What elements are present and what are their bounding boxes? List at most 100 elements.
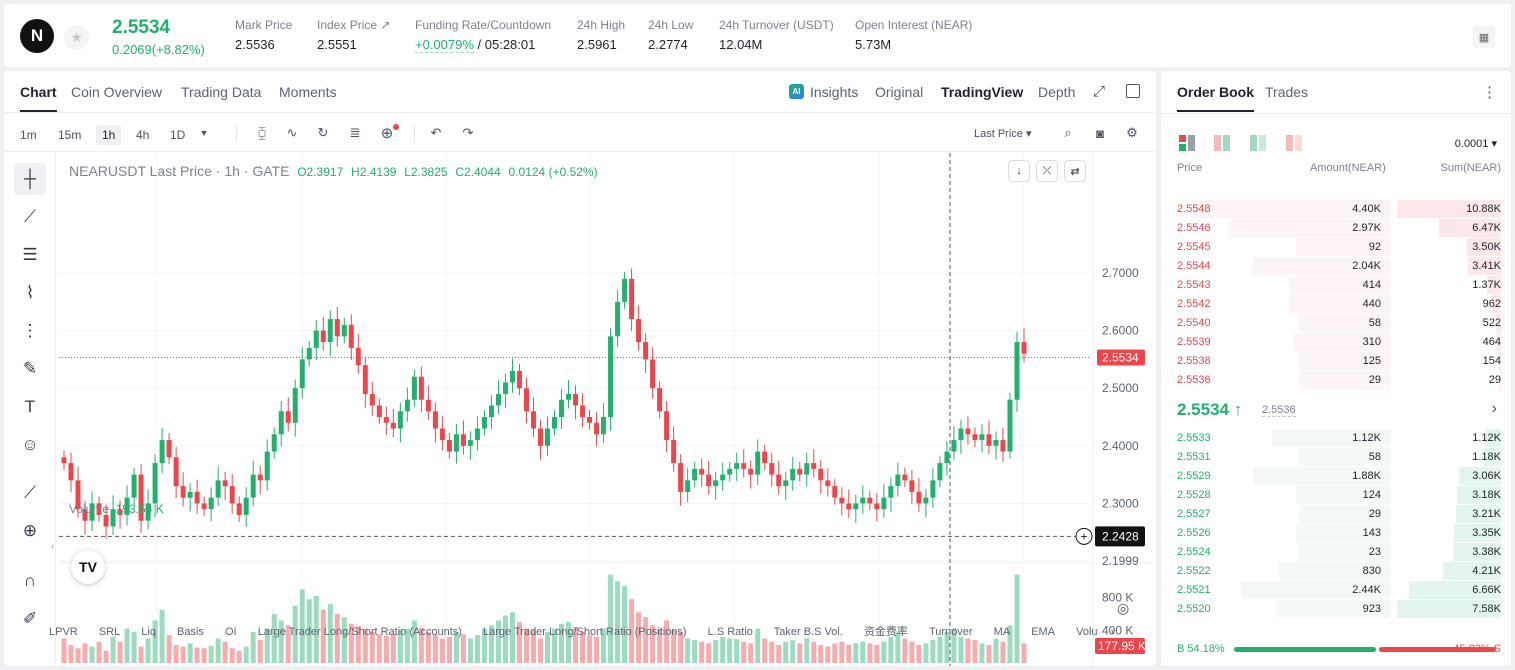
indicator-item[interactable]: 资金费率 <box>863 626 908 638</box>
tab-tradingview[interactable]: TradingView <box>941 84 1024 100</box>
indicator-item[interactable]: SRL <box>98 626 121 638</box>
interval-15m[interactable]: 15m <box>58 128 82 142</box>
horizontal-lines-tool-icon[interactable]: ☰ <box>22 245 38 264</box>
search-icon[interactable]: ⌕ <box>1064 125 1072 140</box>
redo-icon[interactable]: ↷ <box>462 125 474 140</box>
ticker-header: N ★ 2.5534 0.2069(+8.82%) Mark Price 2.5… <box>4 4 1511 67</box>
ask-row[interactable]: 2.5536 29 29 <box>1171 371 1501 390</box>
ruler-tool-icon[interactable]: ⟋ <box>24 483 36 502</box>
fib-tool-icon[interactable]: ⋮ <box>21 321 39 340</box>
refresh-icon[interactable]: ↻ <box>317 125 329 140</box>
fullscreen-icon[interactable] <box>1126 84 1140 98</box>
ai-insights-icon[interactable]: AI <box>789 84 804 99</box>
funding-rate-value[interactable]: +0.0079% <box>415 37 474 53</box>
tab-insights[interactable]: Insights <box>810 84 859 100</box>
brush-tool-icon[interactable]: ✎ <box>22 359 38 378</box>
swap-icon[interactable]: ⇄ <box>1064 160 1086 182</box>
gear-icon[interactable]: ⚙ <box>1126 125 1138 140</box>
precision-select[interactable]: 0.0001 ▾ <box>1454 138 1497 150</box>
indicators-icon[interactable]: ∿ <box>286 125 298 140</box>
arrow-down-icon[interactable]: ↓ <box>1008 160 1030 182</box>
stat-index-price[interactable]: Index Price ↗ 2.5551 <box>317 18 390 52</box>
ask-row[interactable]: 2.5538 125 154 <box>1171 352 1501 371</box>
bid-row[interactable]: 2.5526 143 3.35K <box>1171 524 1501 543</box>
indicator-item[interactable]: Large Trader Long/Short Ratio (Accounts) <box>257 626 462 638</box>
indicator-item[interactable]: Volu <box>1076 626 1098 638</box>
indicator-item[interactable]: Large Trader Long/Short Ratio (Positions… <box>482 626 687 638</box>
collapse-icon[interactable]: ⤫ <box>1036 160 1058 182</box>
view-buys-icon[interactable] <box>1250 135 1266 151</box>
candle-body <box>362 365 368 394</box>
add-alert-icon[interactable] <box>1075 527 1093 545</box>
candle-type-icon[interactable]: ⧮ <box>257 125 267 140</box>
calculator-icon[interactable]: ▦ <box>1473 26 1495 48</box>
pencil-lock-tool-icon[interactable]: ✐ <box>22 609 38 628</box>
indicator-item[interactable]: EMA <box>1031 626 1056 638</box>
ask-row[interactable]: 2.5539 310 464 <box>1171 333 1501 352</box>
bid-row[interactable]: 2.5528 124 3.18K <box>1171 486 1501 505</box>
price-type-select[interactable]: Last Price ▾ <box>974 128 1032 140</box>
indicator-item[interactable]: OI <box>225 626 237 638</box>
undo-icon[interactable]: ↶ <box>430 125 442 140</box>
bid-row[interactable]: 2.5524 23 3.38K <box>1171 543 1501 562</box>
chevron-right-icon[interactable]: › <box>1491 400 1497 417</box>
bid-row[interactable]: 2.5520 923 7.58K <box>1171 600 1501 619</box>
view-depth-icon[interactable] <box>1286 135 1302 151</box>
tab-order-book[interactable]: Order Book <box>1177 84 1255 112</box>
interval-1d[interactable]: 1D <box>170 128 186 142</box>
ask-row[interactable]: 2.5543 414 1.37K <box>1171 276 1501 295</box>
ask-row[interactable]: 2.5540 58 522 <box>1171 314 1501 333</box>
view-both-icon[interactable] <box>1179 135 1195 151</box>
volume-bar <box>1007 625 1013 663</box>
crosshair-tool-icon[interactable]: ┼ <box>14 163 46 195</box>
text-tool-icon[interactable]: T <box>24 397 36 416</box>
indicator-item[interactable]: Basis <box>177 626 204 638</box>
bid-row[interactable]: 2.5522 830 4.21K <box>1171 562 1501 581</box>
chevron-down-icon[interactable]: ▼ <box>199 128 209 138</box>
bid-row[interactable]: 2.5521 2.44K 6.66K <box>1171 581 1501 600</box>
more-icon[interactable]: ⋮ <box>1482 84 1497 101</box>
camera-icon[interactable]: ◙ <box>1096 125 1104 141</box>
interval-1h[interactable]: 1h <box>96 125 122 145</box>
stat-label[interactable]: Index Price ↗ <box>317 18 391 32</box>
tab-trading-data[interactable]: Trading Data <box>181 84 262 100</box>
add-plus-icon[interactable]: ⊕ <box>380 125 394 142</box>
bid-row[interactable]: 2.5529 1.88K 3.06K <box>1171 467 1501 486</box>
chevron-left-icon[interactable]: ‹ <box>51 541 55 552</box>
zoom-in-tool-icon[interactable]: ⊕ <box>22 521 38 540</box>
indicator-item[interactable]: Taker B.S Vol. <box>773 626 843 638</box>
favorite-star-icon[interactable]: ★ <box>64 25 89 50</box>
tab-coin-overview[interactable]: Coin Overview <box>71 84 163 100</box>
trendline-tool-icon[interactable]: ⟋ <box>24 207 36 226</box>
ask-row[interactable]: 2.5546 2.97K 6.47K <box>1171 219 1501 238</box>
view-sells-icon[interactable] <box>1214 135 1230 151</box>
templates-icon[interactable]: ≣ <box>349 125 361 140</box>
pattern-tool-icon[interactable]: ⌇ <box>25 283 35 302</box>
chevron-right-icon[interactable]: › <box>1110 626 1115 638</box>
bid-row[interactable]: 2.5527 29 3.21K <box>1171 505 1501 524</box>
candlestick-chart[interactable]: 2.7000 2.6000 2.5000 2.4000 2.3000 2.1999 800 … <box>59 153 1156 666</box>
expand-icon[interactable]: ⤢ <box>1093 83 1106 100</box>
magnet-tool-icon[interactable]: ∩ <box>23 571 37 590</box>
interval-4h[interactable]: 4h <box>136 128 150 142</box>
tab-depth[interactable]: Depth <box>1038 84 1076 100</box>
ask-row[interactable]: 2.5542 440 962 <box>1171 295 1501 314</box>
tab-moments[interactable]: Moments <box>279 84 337 100</box>
tab-trades[interactable]: Trades <box>1265 84 1309 100</box>
tab-chart[interactable]: Chart <box>20 84 57 112</box>
bid-row[interactable]: 2.5531 58 1.18K <box>1171 448 1501 467</box>
indicator-item[interactable]: L.S Ratio <box>707 626 753 638</box>
bid-row[interactable]: 2.5533 1.12K 1.12K <box>1171 429 1501 448</box>
settings-circle-icon[interactable]: ◎ <box>1117 600 1130 616</box>
indicator-item[interactable]: LPVR <box>49 626 78 638</box>
indicator-item[interactable]: MA <box>993 626 1011 638</box>
ask-row[interactable]: 2.5545 92 3.50K <box>1171 238 1501 257</box>
indicator-item[interactable]: Liq <box>141 626 156 638</box>
indicator-item[interactable]: Turnover <box>928 626 973 638</box>
emoji-tool-icon[interactable]: ☺ <box>21 435 39 454</box>
ask-row[interactable]: 2.5548 4.40K 10.88K <box>1171 200 1501 219</box>
interval-1m[interactable]: 1m <box>20 128 37 142</box>
ask-row[interactable]: 2.5544 2.04K 3.41K <box>1171 257 1501 276</box>
tab-original[interactable]: Original <box>875 84 924 100</box>
candle-body <box>755 451 761 475</box>
